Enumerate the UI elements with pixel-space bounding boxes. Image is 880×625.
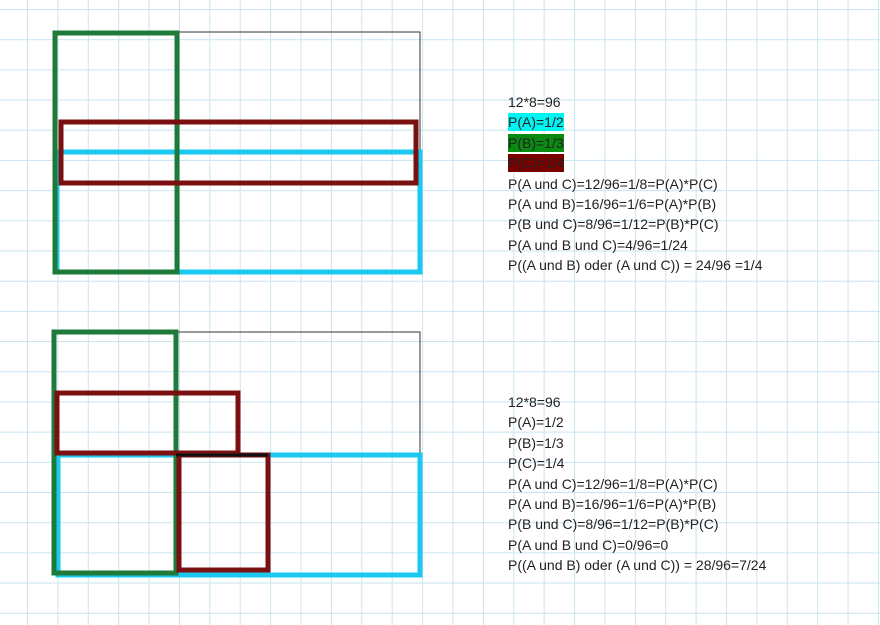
- event-b: [52, 30, 180, 275]
- text-line: P(B und C)=8/96=1/12=P(B)*P(C): [508, 214, 762, 234]
- event-c: [58, 119, 419, 186]
- text-line: 12*8=96: [508, 92, 762, 112]
- formula: P((A und B) oder (A und C)) = 24/96 =1/4: [508, 257, 763, 274]
- formula: P(C)=1/4: [508, 455, 565, 472]
- text-line: P(A)=1/2: [508, 412, 766, 432]
- text-line: P(A und C)=12/96=1/8=P(A)*P(C): [508, 174, 762, 194]
- text-line: P(C)=1/4: [508, 153, 762, 173]
- text-line: P((A und B) oder (A und C)) = 28/96=7/24: [508, 555, 766, 575]
- formula: P((A und B) oder (A und C)) = 28/96=7/24: [508, 557, 767, 574]
- event-c: [176, 452, 271, 573]
- text-line: P(A und B)=16/96=1/6=P(A)*P(B): [508, 194, 762, 214]
- text-line: P(A)=1/2: [508, 112, 762, 132]
- text-line: P(A und B und C)=0/96=0: [508, 535, 766, 555]
- text-block: 12*8=96 P(A)=1/2 P(B)=1/3 P(C)=1/4 P(A und C…: [508, 392, 766, 576]
- text-line: P(C)=1/4: [508, 453, 766, 473]
- formula: P(A und B)=16/96=1/6=P(A)*P(B): [508, 195, 717, 212]
- formula: P(A)=1/2: [508, 113, 564, 132]
- formula: P(A und C)=12/96=1/8=P(A)*P(C): [508, 175, 718, 192]
- event-a: [55, 452, 423, 578]
- formula: P(A und C)=12/96=1/8=P(A)*P(C): [508, 475, 718, 492]
- formula: P(B)=1/3: [508, 434, 564, 451]
- text-line: P(B)=1/3: [508, 133, 762, 153]
- text-line: P(A und B)=16/96=1/6=P(A)*P(B): [508, 494, 766, 514]
- text-line: 12*8=96: [508, 392, 766, 412]
- event-c: [54, 390, 241, 456]
- formula: P(B)=1/3: [508, 133, 564, 152]
- text-line: P(B)=1/3: [508, 433, 766, 453]
- formula: P(A und B und C)=0/96=0: [508, 536, 669, 553]
- text-line: P((A und B) oder (A und C)) = 24/96 =1/4: [508, 255, 762, 275]
- text-line: P(B und C)=8/96=1/12=P(B)*P(C): [508, 514, 766, 534]
- formula: P(A und B und C)=4/96=1/24: [508, 236, 688, 253]
- formula: P(B und C)=8/96=1/12=P(B)*P(C): [508, 216, 719, 233]
- formula: P(A)=1/2: [508, 414, 564, 431]
- formula: 12*8=96: [508, 394, 561, 410]
- formula: 12*8=96: [508, 94, 561, 110]
- text-block: 12*8=96 P(A)=1/2 P(B)=1/3 P(C)=1/4 P(A und C…: [508, 92, 762, 276]
- event-a: [54, 149, 423, 275]
- formula: P(C)=1/4: [508, 154, 565, 173]
- formula: P(A und B)=16/96=1/6=P(A)*P(B): [508, 495, 717, 512]
- text-line: P(A und C)=12/96=1/8=P(A)*P(C): [508, 474, 766, 494]
- formula: P(B und C)=8/96=1/12=P(B)*P(C): [508, 516, 719, 533]
- text-line: P(A und B und C)=4/96=1/24: [508, 235, 762, 255]
